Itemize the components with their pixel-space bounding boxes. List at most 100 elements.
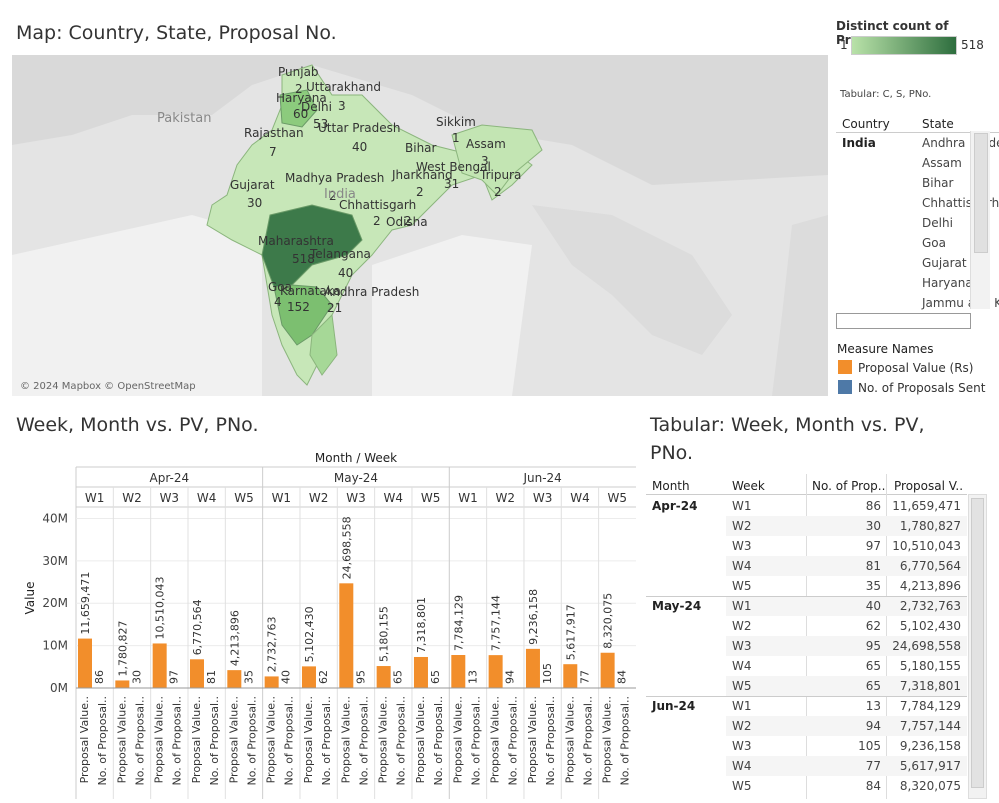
table-row[interactable]: Jun-24 W1 13 7,784,129: [646, 696, 967, 716]
row-pno: 13: [865, 699, 881, 713]
pv-bar[interactable]: [413, 656, 428, 688]
row-pv: 5,102,430: [899, 619, 961, 633]
right-col-week[interactable]: Week: [732, 479, 765, 493]
measure-legend-item[interactable]: No. of Proposals Sent: [838, 380, 985, 395]
table-row[interactable]: W4 81 6,770,564: [646, 556, 967, 576]
row-week: W5: [732, 579, 752, 593]
pv-bar[interactable]: [189, 659, 204, 688]
measure-axis-label: Proposal Value..: [414, 696, 427, 783]
measure-axis-label: No. of Proposal..: [245, 696, 258, 786]
pv-bar[interactable]: [451, 655, 466, 688]
table-row[interactable]: W5 65 7,318,801: [646, 676, 967, 696]
table-row[interactable]: W3 105 9,236,158: [646, 736, 967, 756]
india-map[interactable]: Pakistan Punjab2Haryana60Delhi53Uttarakh…: [12, 55, 828, 396]
pv-data-label: 7,757,144: [490, 595, 503, 651]
y-axis-label: Value: [23, 582, 37, 615]
color-legend-gradient: [851, 36, 957, 55]
pv-bar[interactable]: [227, 670, 242, 688]
measure-legend-item[interactable]: Proposal Value (Rs): [838, 360, 973, 375]
pno-data-label: 97: [168, 670, 181, 684]
side-col-country[interactable]: Country: [842, 117, 890, 131]
map-state-value: 2: [373, 214, 381, 228]
side-table-scroll-thumb[interactable]: [974, 133, 988, 253]
pv-data-label: 1,780,827: [116, 620, 129, 676]
map-view[interactable]: Pakistan Punjab 2 Haryana 60 Delhi 53 Uttarakh…: [12, 55, 828, 396]
pv-bar[interactable]: [115, 680, 130, 688]
pv-bar[interactable]: [600, 652, 615, 688]
pv-bar[interactable]: [488, 655, 503, 688]
measure-axis-label: Proposal Value..: [227, 696, 240, 783]
pv-data-label: 6,770,564: [191, 599, 204, 655]
right-table-scrollbar[interactable]: [968, 494, 987, 799]
measure-axis-label: Proposal Value..: [601, 696, 614, 783]
side-state-row[interactable]: Bihar: [922, 176, 954, 190]
map-state-value: 3: [338, 99, 346, 113]
map-state-value: 2: [295, 82, 303, 96]
side-state-row[interactable]: Delhi: [922, 216, 953, 230]
table-row[interactable]: W2 94 7,757,144: [646, 716, 967, 736]
table-row[interactable]: W2 62 5,102,430: [646, 616, 967, 636]
month-header: May-24: [334, 471, 378, 485]
row-pno: 84: [865, 779, 881, 793]
week-header: W2: [496, 491, 516, 505]
side-state-row[interactable]: Assam: [922, 156, 962, 170]
week-header: W3: [533, 491, 553, 505]
side-table-filter-input[interactable]: [836, 313, 971, 329]
pno-data-label: 105: [541, 663, 554, 684]
table-row[interactable]: W5 35 4,213,896: [646, 576, 967, 596]
pv-bar[interactable]: [563, 664, 578, 688]
table-row[interactable]: W3 95 24,698,558: [646, 636, 967, 656]
pv-data-label: 11,659,471: [79, 572, 92, 635]
week-header: W2: [309, 491, 329, 505]
table-row[interactable]: W4 65 5,180,155: [646, 656, 967, 676]
bar-chart-svg[interactable]: Month / Week 0M 10M 20M 30M 40M Value Apr-24 W1 1…: [0, 440, 640, 799]
pv-bar[interactable]: [152, 643, 167, 688]
table-row[interactable]: W4 77 5,617,917: [646, 756, 967, 776]
side-state-row[interactable]: Haryana: [922, 276, 973, 290]
karnataka-region[interactable]: [273, 284, 333, 346]
pv-bar[interactable]: [525, 648, 540, 688]
pv-bar[interactable]: [339, 583, 354, 688]
table-row[interactable]: May-24 W1 40 2,732,763: [646, 596, 967, 616]
pv-bar[interactable]: [376, 666, 391, 688]
map-state-label: Maharashtra: [258, 234, 334, 248]
map-state-value: 40: [352, 140, 367, 154]
week-header: W1: [85, 491, 105, 505]
row-pv: 4,213,896: [899, 579, 961, 593]
side-state-row[interactable]: Gujarat: [922, 256, 967, 270]
chart-header: Month / Week: [315, 451, 397, 465]
side-table-scrollbar[interactable]: [970, 131, 990, 309]
side-table[interactable]: Country State India Andhra PradeshAssamB…: [836, 115, 999, 310]
table-row[interactable]: W3 97 10,510,043: [646, 536, 967, 556]
side-col-state[interactable]: State: [922, 117, 954, 131]
row-week: W1: [732, 499, 752, 513]
table-row[interactable]: W5 84 8,320,075: [646, 776, 967, 796]
map-state-label: Uttarakhand: [306, 80, 381, 94]
table-row[interactable]: Apr-24 W1 86 11,659,471: [646, 496, 967, 516]
pv-bar[interactable]: [78, 638, 92, 688]
right-col-month[interactable]: Month: [652, 479, 690, 493]
y-tick-label: 0M: [50, 681, 68, 695]
map-state-value: 7: [269, 145, 277, 159]
side-table-header: Country State: [836, 115, 999, 133]
maharashtra-region[interactable]: [261, 204, 363, 288]
pv-bar[interactable]: [264, 676, 279, 688]
row-month: May-24: [652, 599, 702, 613]
pv-bar[interactable]: [301, 666, 316, 688]
right-table-scroll-thumb[interactable]: [971, 498, 984, 788]
bar-chart[interactable]: Month / Week 0M 10M 20M 30M 40M Value Apr-24 W1 1…: [0, 440, 640, 799]
map-state-value: 21: [327, 301, 342, 315]
right-col-pno[interactable]: No. of Prop..: [812, 479, 886, 493]
month-header: Jun-24: [522, 471, 561, 485]
side-state-row[interactable]: Goa: [922, 236, 946, 250]
map-state-label: Telangana: [309, 247, 371, 261]
right-col-pv[interactable]: Proposal V..: [894, 479, 964, 493]
week-header: W4: [197, 491, 217, 505]
country-label-pakistan: Pakistan: [157, 111, 211, 126]
map-state-value: 518: [292, 252, 315, 266]
table-row[interactable]: W2 30 1,780,827: [646, 516, 967, 536]
row-week: W4: [732, 659, 752, 673]
row-pv: 11,659,471: [892, 499, 961, 513]
right-table[interactable]: Month Week No. of Prop.. Proposal V.. Ap…: [646, 474, 999, 799]
side-country-value: India: [842, 136, 876, 150]
